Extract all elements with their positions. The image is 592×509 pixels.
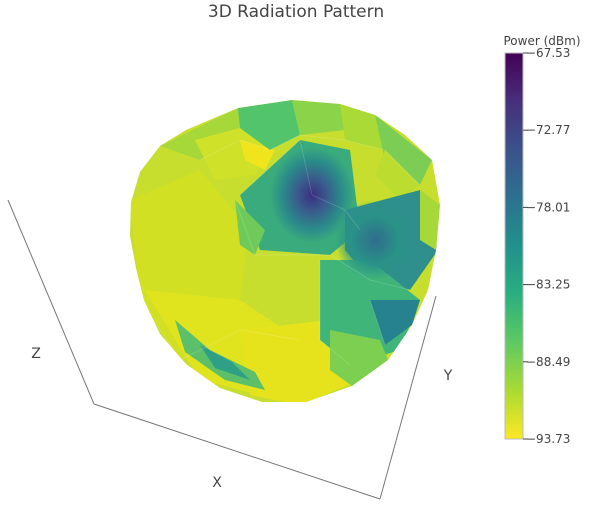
colorbar-tick-label: −93.73 bbox=[526, 432, 570, 446]
surface-patch-top bbox=[238, 100, 300, 150]
colorbar[interactable]: Power (dBm) −67.53 −72.77 −78.01 −83.25 −88.… bbox=[504, 34, 581, 446]
surface-patch-top-3 bbox=[340, 104, 385, 150]
surface-right-spot bbox=[335, 200, 415, 280]
surface-patch-right-edge bbox=[420, 190, 440, 250]
colorbar-ticks: −67.53 −72.77 −78.01 −83.25 −88.49 −93.73 bbox=[523, 46, 570, 446]
surface-patch-top-right-2 bbox=[375, 150, 420, 200]
surface-band-dark bbox=[200, 345, 250, 380]
y-axis-line bbox=[379, 295, 437, 500]
scene-axes bbox=[7, 199, 437, 500]
surface-patch-top-left-2 bbox=[195, 128, 270, 180]
surface-patch-top-left bbox=[160, 108, 262, 160]
radiation-surface[interactable] bbox=[130, 100, 440, 405]
y-axis-label: Y bbox=[443, 368, 453, 384]
colorbar-tick-label: −72.77 bbox=[526, 123, 570, 137]
chart-title: 3D Radiation Pattern bbox=[207, 2, 385, 22]
colorbar-tick-label: −67.53 bbox=[526, 46, 570, 60]
surface-patch-lower-right bbox=[330, 330, 388, 386]
surface-facets bbox=[139, 134, 421, 366]
colorbar-title: Power (dBm) bbox=[504, 34, 581, 48]
x-axis-line bbox=[93, 403, 381, 500]
surface-patch-top-2 bbox=[292, 100, 345, 135]
surface-patch-center-ring-2 bbox=[235, 200, 265, 255]
surface-hot-spot bbox=[270, 147, 354, 243]
surface-patch-top-left-3 bbox=[240, 140, 275, 170]
colorbar-tick-label: −88.49 bbox=[526, 355, 570, 369]
surface-patch-right-3 bbox=[370, 300, 420, 345]
colorbar-tick-label: −83.25 bbox=[526, 278, 570, 292]
colorbar-tick-label: −78.01 bbox=[526, 200, 570, 214]
z-axis-line bbox=[7, 199, 95, 405]
colorbar-gradient bbox=[504, 52, 524, 440]
surface-patch-top-right bbox=[375, 115, 432, 185]
z-axis-label: Z bbox=[31, 346, 41, 362]
x-axis-label: X bbox=[212, 475, 222, 491]
